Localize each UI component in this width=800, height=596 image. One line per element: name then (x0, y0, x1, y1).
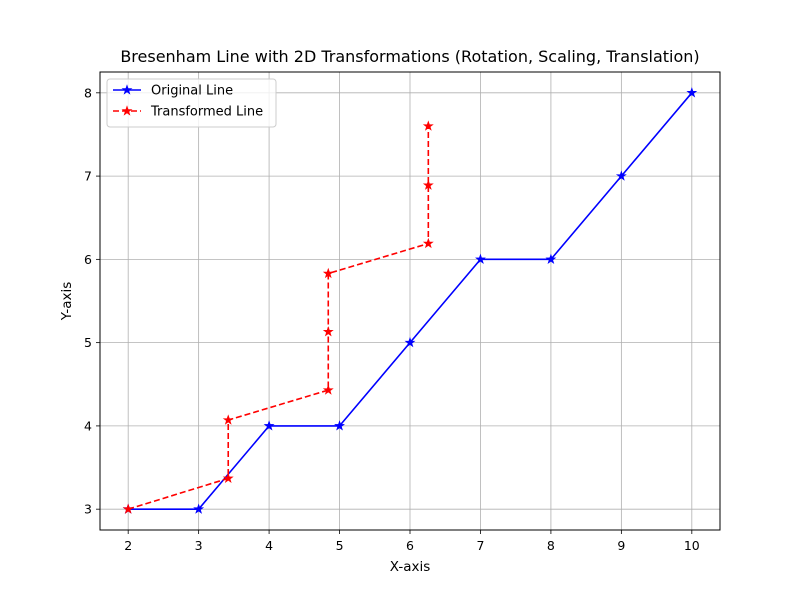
x-tick-label: 2 (124, 538, 132, 553)
series-1-point (334, 420, 345, 431)
x-tick-label: 10 (684, 538, 700, 553)
ticks: 2 3 4 5 6 7 8 9 10 3 4 5 6 7 8 (84, 85, 700, 553)
y-tick-label: 5 (84, 335, 92, 350)
series-2-point (122, 503, 134, 514)
x-tick-label: 9 (617, 538, 625, 553)
series-1-point (475, 253, 486, 264)
series-2-point (222, 472, 234, 483)
legend-label-1: Original Line (151, 84, 233, 99)
chart-title: Bresenham Line with 2D Transformations (… (120, 47, 699, 66)
x-tick-label: 3 (195, 538, 203, 553)
x-axis-label: X-axis (390, 559, 431, 575)
legend-marker-2 (121, 105, 133, 116)
legend: Original Line Transformed Line (106, 78, 277, 128)
grid (100, 72, 720, 530)
series-1-point (615, 170, 627, 181)
series-1-point (263, 420, 275, 431)
y-tick-label: 6 (84, 252, 92, 267)
y-tick-label: 7 (84, 169, 92, 184)
series-2-point (222, 414, 234, 425)
legend-marker-1 (121, 84, 133, 95)
x-tick-label: 7 (476, 538, 484, 553)
series-2-point (322, 384, 334, 395)
series-1-point (545, 253, 557, 264)
y-axis-label: Y-axis (59, 282, 75, 322)
x-tick-label: 8 (547, 538, 555, 553)
x-tick-label: 5 (336, 538, 344, 553)
series-2-point (322, 267, 334, 279)
y-tick-label: 8 (84, 85, 92, 100)
series-2-point (322, 326, 334, 337)
legend-label-2: Transformed Line (150, 105, 263, 120)
series-1-point (193, 503, 205, 514)
series-2-point (422, 237, 434, 249)
series-layer (122, 87, 698, 514)
y-tick-label: 3 (84, 502, 92, 517)
y-tick-label: 4 (84, 418, 92, 433)
legend-box (106, 78, 277, 128)
series-2-point (422, 120, 434, 131)
x-tick-label: 6 (406, 538, 414, 553)
series-1-point (404, 336, 416, 348)
series-2-point (422, 179, 434, 190)
series-1-point (686, 87, 698, 98)
x-tick-label: 4 (265, 538, 273, 553)
